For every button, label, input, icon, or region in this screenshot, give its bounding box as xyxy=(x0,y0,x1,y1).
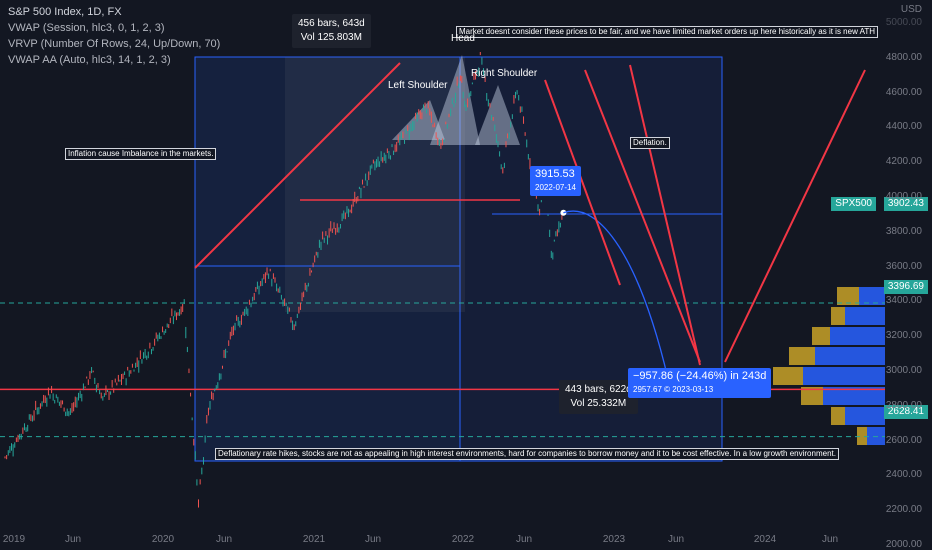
projection-curve xyxy=(563,210,669,380)
inflation-note[interactable]: Inflation cause Imbalance in the markets… xyxy=(65,148,217,160)
x-tick-label: Jun xyxy=(64,534,82,545)
volume-profile-row-up-4 xyxy=(803,367,885,385)
rate-hike-note[interactable]: Deflationary rate hikes, stocks are not … xyxy=(215,448,839,460)
point-value: 3915.53 xyxy=(535,168,575,180)
y-tick-label: 5000.00 xyxy=(885,17,922,28)
trend-arrow-4 xyxy=(724,69,866,363)
left-shoulder-shape xyxy=(392,100,445,140)
volume-profile-row-up-3 xyxy=(815,347,885,365)
y-tick-label: 3600.00 xyxy=(885,260,922,272)
measure-bottom-bars: 443 bars, 622d xyxy=(565,384,632,395)
measure-box-bottom[interactable]: 443 bars, 622d Vol 25.332M xyxy=(559,380,638,414)
volume-profile-row-up-7 xyxy=(867,427,885,445)
volume-profile-row-down-6 xyxy=(831,407,845,425)
y-tick-label: 4200.00 xyxy=(885,156,922,168)
range-box-left xyxy=(194,56,461,462)
head-label[interactable]: Head xyxy=(451,33,475,44)
volume-profile-row-up-6 xyxy=(845,407,885,425)
x-tick-label: Jun xyxy=(667,534,685,545)
y-tick-label: 4800.00 xyxy=(885,51,922,63)
y-tick-label: 2200.00 xyxy=(885,504,922,516)
volume-profile-row-up-1 xyxy=(845,307,885,325)
ath-note[interactable]: Market doesnt consider these prices to b… xyxy=(456,26,879,38)
last-price-tag: 3902.43 xyxy=(883,197,928,211)
y-tick-label: 2000.00 xyxy=(885,539,922,550)
chart-legend: S&P 500 Index, 1D, FX VWAP (Session, hlc… xyxy=(8,4,220,68)
indicator-vrvp[interactable]: VRVP (Number Of Rows, 24, Up/Down, 70) xyxy=(8,38,221,50)
right-shoulder-shape xyxy=(475,85,520,145)
right-shoulder-label[interactable]: Right Shoulder xyxy=(471,68,538,79)
volume-profile-row-down-4 xyxy=(773,367,803,385)
measure-top-vol: Vol 125.803M xyxy=(300,32,362,43)
point-callout[interactable]: 3915.53 2022-07-14 xyxy=(530,166,581,196)
x-tick-label: 2020 xyxy=(151,534,175,545)
volume-profile-row-down-1 xyxy=(831,307,845,325)
volume-profile-row-up-5 xyxy=(823,387,885,405)
trend-arrow-3 xyxy=(629,64,701,366)
level-upper-tag: 3396.69 xyxy=(883,280,928,294)
x-tick-label: Jun xyxy=(215,534,233,545)
volume-profile-row-down-7 xyxy=(857,427,867,445)
measure-box-top[interactable]: 456 bars, 643d Vol 125.803M xyxy=(292,14,371,48)
trend-arrow-0 xyxy=(194,62,401,269)
deflation-note[interactable]: Deflation. xyxy=(630,137,670,149)
x-tick-label: Jun xyxy=(515,534,533,545)
y-tick-label: 3400.00 xyxy=(885,295,922,307)
left-shoulder-label[interactable]: Left Shoulder xyxy=(388,80,448,91)
measure-bottom-vol: Vol 25.332M xyxy=(570,398,627,409)
x-tick-label: 2021 xyxy=(302,534,326,545)
symbol-title[interactable]: S&P 500 Index, 1D, FX xyxy=(8,6,122,18)
x-tick-label: Jun xyxy=(364,534,382,545)
indicator-vwap[interactable]: VWAP (Session, hlc3, 0, 1, 2, 3) xyxy=(8,22,165,34)
measure-top-bars: 456 bars, 643d xyxy=(298,18,365,29)
trend-arrow-1 xyxy=(544,79,621,286)
volume-profile-row-up-0 xyxy=(859,287,885,305)
head-shape xyxy=(430,55,480,145)
y-tick-label: 3000.00 xyxy=(885,365,922,376)
point-date: 2022-07-14 xyxy=(535,183,576,192)
y-tick-label: 4600.00 xyxy=(885,86,922,98)
y-tick-label: 2400.00 xyxy=(885,469,922,481)
x-tick-label: 2022 xyxy=(451,534,475,545)
volume-profile-row-down-0 xyxy=(837,287,859,305)
x-tick-label: 2019 xyxy=(2,534,26,545)
volume-profile-row-down-5 xyxy=(801,387,823,405)
volume-profile-row-down-2 xyxy=(812,327,830,345)
projection-callout[interactable]: −957.86 (−24.46%) in 243d 2957.67 © 2023… xyxy=(628,368,772,398)
y-tick-label: 3200.00 xyxy=(885,330,922,342)
volume-profile-area xyxy=(285,57,465,312)
projection-change: −957.86 (−24.46%) in 243d xyxy=(633,370,767,382)
y-tick-label: 2600.00 xyxy=(885,434,922,446)
x-tick-label: 2023 xyxy=(602,534,626,545)
level-lower-tag: 2628.41 xyxy=(883,405,928,419)
y-tick-label: 4000.00 xyxy=(885,191,922,202)
trend-arrow-2 xyxy=(584,69,701,363)
volume-profile-row-up-2 xyxy=(830,327,885,345)
x-tick-label: 2024 xyxy=(753,534,777,545)
currency-label: USD xyxy=(900,4,922,15)
y-tick-label: 3800.00 xyxy=(885,225,922,237)
x-tick-label: Jun xyxy=(821,534,839,545)
symbol-tag: SPX500 xyxy=(831,197,876,211)
volume-profile-row-down-3 xyxy=(789,347,815,365)
y-tick-label: 4400.00 xyxy=(885,121,922,133)
indicator-vwap-aa[interactable]: VWAP AA (Auto, hlc3, 14, 1, 2, 3) xyxy=(8,54,171,66)
projection-detail: 2957.67 © 2023-03-13 xyxy=(633,385,714,394)
y-tick-label: 2800.00 xyxy=(885,399,922,411)
